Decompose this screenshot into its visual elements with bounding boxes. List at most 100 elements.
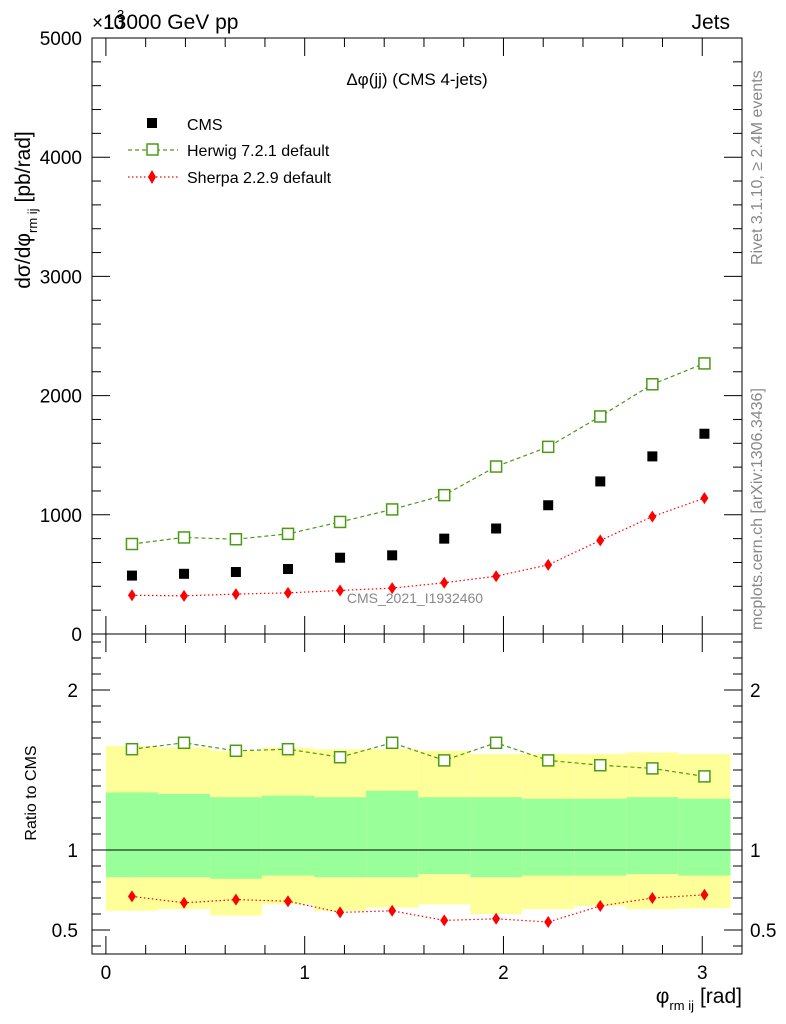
ratio-y-tick-label-right: 2 (750, 681, 761, 702)
ratio-herwig-marker (646, 762, 659, 775)
main-series (125, 357, 711, 602)
ratio-y-tick-label: 1 (67, 841, 78, 862)
main-y-tick-label: 5000 (40, 29, 82, 50)
legend-label-sherpa: Sherpa 2.2.9 default (187, 170, 332, 187)
cms-marker (491, 523, 502, 534)
legend-label-herwig: Herwig 7.2.1 default (187, 143, 330, 160)
herwig-marker (541, 440, 555, 454)
main-y-tick-label: 4000 (40, 148, 82, 169)
main-y-tick-labels: 0 1000 2000 3000 4000 5000 (40, 29, 82, 646)
herwig-marker (594, 410, 607, 423)
herwig-marker (437, 488, 451, 502)
cms-marker (439, 533, 450, 544)
sherpa-line (131, 497, 705, 597)
ratio-frame (91, 633, 743, 955)
ratio-bands (105, 746, 731, 916)
cms-marker (282, 564, 293, 575)
sherpa-marker (336, 584, 345, 597)
cms-marker (595, 476, 606, 487)
exponent-prefix: ×10 (92, 13, 124, 34)
watermark: CMS_2021_I1932460 (347, 590, 483, 606)
ratio-sherpa-marker (492, 912, 501, 925)
cms-marker (126, 570, 137, 581)
cms-marker (230, 567, 241, 578)
x-tick-label: 2 (498, 963, 509, 984)
cms-marker (335, 552, 346, 563)
mcplots-label: mcplots.cern.ch [arXiv:1306.3436] (749, 388, 766, 630)
ratio-herwig-marker (698, 770, 711, 783)
header-left: 13000 GeV pp (103, 11, 238, 34)
sherpa-marker (544, 558, 553, 571)
herwig-marker (281, 527, 295, 541)
sherpa-marker (492, 570, 501, 583)
ratio-y-tick-label: 0.5 (52, 921, 78, 942)
main-y-axis-title: dσ/dφrm ij [pb/rad] (12, 131, 40, 289)
sherpa-marker (127, 589, 136, 602)
sherpa-marker (700, 492, 709, 505)
cms-marker (179, 568, 190, 579)
x-tick-label: 3 (697, 963, 708, 984)
ratio-herwig-marker (125, 742, 139, 756)
ratio-herwig-marker (281, 742, 295, 756)
cms-marker (543, 500, 554, 511)
ratio-band-inner (314, 797, 367, 878)
ratio-y-tick-label-right: 1 (750, 841, 761, 862)
ratio-band-inner (418, 797, 471, 874)
herwig-marker (229, 532, 243, 546)
ratio-band-inner (522, 798, 575, 876)
chart-title: Δφ(jj) (CMS 4-jets) (346, 70, 487, 89)
cms-marker (699, 428, 710, 439)
rivet-label: Rivet 3.1.10, ≥ 2.4M events (749, 70, 766, 265)
ratio-sherpa-marker (596, 900, 605, 912)
sherpa-marker (388, 582, 397, 595)
ratio-sherpa-marker (440, 914, 449, 927)
ratio-herwig-marker (541, 754, 555, 767)
ratio-herwig-marker (489, 736, 503, 750)
ratio-y-tick-label-right: 0.5 (750, 921, 776, 942)
ratio-band-inner (678, 798, 731, 876)
ratio-band-inner (574, 798, 627, 876)
ratio-y-tick-label: 2 (67, 681, 78, 702)
ylabel-sub: rm ij (25, 208, 40, 233)
legend-marker-cms (147, 118, 157, 128)
ratio-band-inner (210, 797, 262, 879)
herwig-line (131, 362, 705, 545)
header-right: Jets (691, 11, 730, 34)
sherpa-marker (231, 588, 240, 601)
main-y-tick-label: 0 (71, 625, 82, 646)
exponent-value: 3 (117, 7, 124, 22)
cms-marker (387, 550, 398, 561)
herwig-marker (177, 531, 191, 544)
ratio-sherpa-marker (648, 892, 657, 904)
ratio-band-inner (626, 797, 679, 874)
ratio-sherpa-marker (336, 906, 345, 919)
herwig-marker (333, 515, 347, 529)
ratio-band-inner (261, 795, 315, 876)
main-y-tick-label: 2000 (40, 387, 82, 408)
ratio-band-inner (105, 792, 158, 878)
ratio-sherpa-marker (388, 904, 397, 917)
main-panel: Δφ(jj) (CMS 4-jets) CMS_2021_I1932460 0 1… (12, 29, 743, 646)
herwig-marker (125, 537, 139, 551)
xlabel-unit: [rad] (700, 985, 742, 1008)
ratio-herwig-marker (594, 758, 607, 772)
ratio-sherpa-marker (127, 890, 136, 903)
ratio-band-inner (366, 790, 419, 878)
ratio-axis-ticks (92, 634, 743, 954)
x-tick-label: 0 (101, 963, 112, 984)
ratio-sherpa-marker (180, 896, 189, 909)
sherpa-marker (283, 586, 292, 599)
main-y-tick-label: 1000 (40, 506, 82, 527)
ratio-herwig-marker (385, 736, 399, 750)
legend: CMS Herwig 7.2.1 default Sherpa 2.2.9 de… (128, 117, 332, 187)
xlabel-main: φ (656, 985, 670, 1008)
legend-label-cms: CMS (187, 117, 223, 134)
herwig-marker (385, 503, 399, 516)
sherpa-marker (180, 589, 189, 602)
svg-text:dσ/dφrm ij[pb/rad]: dσ/dφrm ij [pb/rad] (12, 131, 40, 289)
ratio-herwig-marker (333, 750, 347, 764)
cms-marker (647, 451, 658, 462)
xlabel-sub: rm ij (669, 998, 694, 1013)
ratio-herwig-marker (229, 744, 243, 758)
